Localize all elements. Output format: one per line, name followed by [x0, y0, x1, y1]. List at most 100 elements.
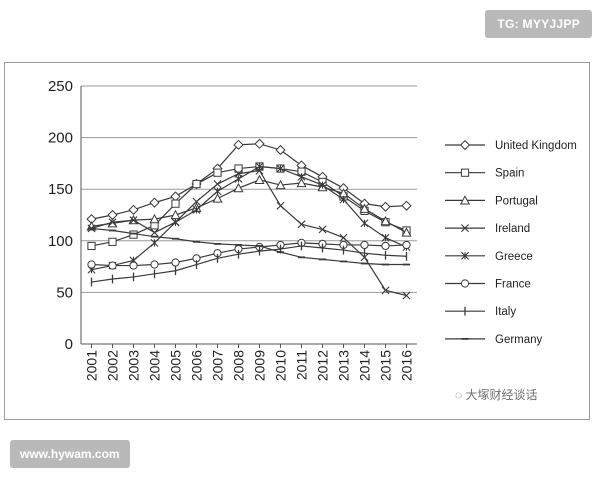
data-point-france: [150, 260, 159, 269]
data-point-spain: [213, 168, 222, 177]
x-tick-label: 2001: [84, 350, 100, 381]
data-point-greece: [171, 218, 180, 227]
data-point-ireland: [297, 220, 306, 229]
data-point-united-kingdom: [149, 197, 160, 208]
data-point-portugal: [380, 215, 391, 226]
data-point-greece: [234, 174, 243, 183]
series-germany: [87, 227, 411, 266]
data-point-france: [129, 261, 138, 270]
x-tick-label: 2008: [231, 350, 247, 381]
x-tick-label: 2011: [294, 350, 310, 380]
legend: United Kingdom Spain Portugal Ireland Greece…: [445, 139, 577, 346]
data-point-greece: [276, 164, 285, 173]
y-tick-label: 150: [48, 181, 73, 198]
data-point-portugal: [296, 177, 307, 188]
x-tick-label: 2013: [336, 350, 352, 381]
y-axis: 0 50 100 150 200 250: [48, 78, 82, 353]
data-point-portugal: [149, 213, 160, 224]
legend-label: Germany: [495, 334, 543, 346]
legend-item-greece: Greece: [445, 251, 533, 263]
series-line-italy: [91, 245, 407, 283]
series-line-germany: [91, 227, 407, 266]
data-point-france: [87, 260, 96, 269]
legend-item-portugal: Portugal: [445, 195, 538, 207]
data-point-ireland: [402, 291, 411, 300]
x-tick-label: 2016: [399, 350, 415, 381]
x-tick-label: 2003: [126, 350, 142, 381]
data-point-spain: [192, 179, 201, 189]
data-point-greece: [192, 205, 201, 214]
legend-item-spain: Spain: [445, 168, 524, 180]
data-point-ireland: [318, 225, 327, 234]
data-point-united-kingdom: [233, 139, 244, 150]
x-tick-label: 2010: [273, 350, 289, 381]
x-tick-label: 2004: [147, 350, 163, 381]
y-tick-label: 100: [48, 233, 73, 250]
data-point-portugal: [401, 227, 412, 237]
data-point-united-kingdom: [380, 201, 391, 212]
x-tick-label: 2007: [210, 350, 226, 381]
top-watermark-badge: TG: MYYJJPP: [485, 10, 592, 38]
data-point-france: [108, 261, 117, 270]
legend-item-france: France: [445, 279, 531, 291]
data-point-greece: [297, 172, 306, 181]
legend-label: United Kingdom: [495, 140, 577, 152]
legend-item-italy: Italy: [445, 306, 516, 318]
y-tick-label: 0: [65, 336, 73, 353]
legend-label: Ireland: [495, 223, 530, 235]
data-point-france: [402, 240, 411, 250]
y-tick-label: 50: [56, 284, 73, 301]
data-point-greece: [339, 195, 348, 204]
data-point-portugal: [233, 182, 244, 193]
data-point-spain: [129, 230, 138, 239]
data-point-portugal: [254, 174, 265, 185]
x-tick-label: 2014: [357, 350, 373, 381]
series-line-spain: [91, 165, 407, 247]
line-chart: 0 50 100 150 200 250 2001 2002 2003 2004 2005 2006…: [48, 78, 577, 381]
legend-item-germany: Germany: [445, 334, 543, 346]
legend-marker: [461, 224, 469, 233]
legend-marker: [460, 168, 470, 177]
data-point-greece: [318, 181, 327, 190]
data-point-greece: [255, 162, 264, 171]
data-point-united-kingdom: [401, 200, 412, 211]
data-point-ireland: [339, 233, 348, 242]
legend-label: Spain: [495, 168, 524, 180]
data-point-ireland: [213, 180, 222, 189]
data-point-ireland: [381, 286, 390, 295]
x-tick-label: 2015: [378, 350, 394, 381]
legend-label: Italy: [495, 306, 516, 318]
data-point-greece: [381, 233, 390, 242]
series-line-united-kingdom: [91, 143, 407, 220]
data-point-ireland: [150, 228, 159, 237]
data-point-spain: [234, 164, 243, 173]
data-point-portugal: [359, 203, 370, 213]
series-line-portugal: [91, 179, 407, 234]
series-united-kingdom: [86, 138, 412, 225]
x-axis: 2001 2002 2003 2004 2005 2006 2007 2008 2009 2010…: [84, 344, 415, 381]
data-point-portugal: [212, 193, 223, 203]
x-tick-label: 2009: [252, 350, 268, 381]
y-tick-label: 200: [48, 130, 73, 147]
data-point-portugal: [170, 209, 181, 220]
series-italy: [90, 241, 408, 287]
data-point-france: [171, 258, 180, 267]
x-tick-label: 2002: [105, 350, 121, 381]
data-point-france: [360, 240, 369, 250]
data-point-ireland: [108, 218, 117, 227]
data-point-united-kingdom: [254, 138, 265, 149]
legend-marker: [460, 279, 470, 288]
data-point-ireland: [129, 216, 138, 225]
chart-frame: 0 50 100 150 200 250 2001 2002 2003 2004 2005 2006…: [4, 62, 590, 420]
legend-item-ireland: Ireland: [445, 223, 530, 235]
legend-label: Greece: [495, 251, 533, 263]
data-point-greece: [213, 187, 222, 196]
x-tick-label: 2005: [168, 350, 184, 381]
series-line-greece: [91, 165, 407, 271]
data-point-united-kingdom: [170, 191, 181, 202]
legend-label: France: [495, 279, 531, 291]
gridlines: [81, 85, 417, 345]
source-watermark: ◌ 大塚财经谈话: [455, 386, 537, 403]
data-point-united-kingdom: [128, 204, 139, 215]
series-line-france: [91, 242, 407, 267]
